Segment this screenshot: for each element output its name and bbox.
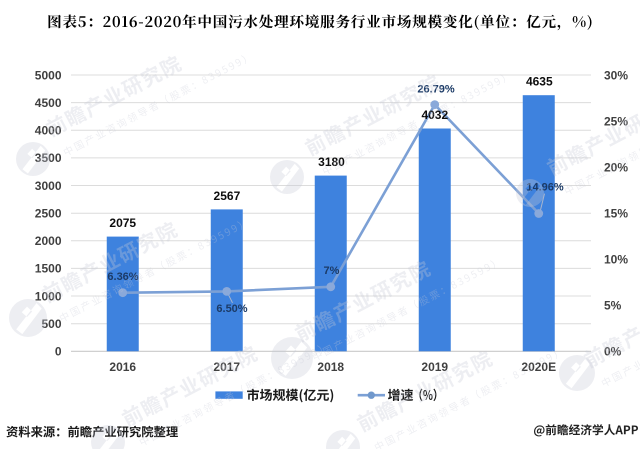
svg-text:2018: 2018 bbox=[317, 360, 344, 374]
svg-text:30%: 30% bbox=[604, 68, 628, 82]
svg-text:25%: 25% bbox=[604, 114, 628, 128]
svg-text:15%: 15% bbox=[604, 207, 628, 221]
svg-text:6.50%: 6.50% bbox=[216, 303, 247, 315]
svg-text:5%: 5% bbox=[604, 299, 622, 313]
svg-text:1500: 1500 bbox=[35, 262, 62, 276]
svg-text:14.96%: 14.96% bbox=[526, 181, 564, 193]
svg-text:3000: 3000 bbox=[35, 179, 62, 193]
svg-text:4635: 4635 bbox=[526, 75, 553, 89]
svg-text:5000: 5000 bbox=[35, 68, 62, 82]
svg-text:2020E: 2020E bbox=[521, 360, 556, 374]
svg-text:2500: 2500 bbox=[35, 207, 62, 221]
svg-text:7%: 7% bbox=[324, 265, 340, 277]
svg-text:2075: 2075 bbox=[109, 216, 136, 230]
svg-text:4032: 4032 bbox=[421, 108, 448, 122]
svg-text:2016: 2016 bbox=[109, 360, 136, 374]
svg-text:2567: 2567 bbox=[214, 189, 241, 203]
svg-text:2000: 2000 bbox=[35, 234, 62, 248]
svg-text:6.36%: 6.36% bbox=[107, 271, 138, 283]
svg-text:0: 0 bbox=[55, 345, 62, 359]
svg-text:4500: 4500 bbox=[35, 96, 62, 110]
svg-text:10%: 10% bbox=[604, 253, 628, 267]
svg-text:2019: 2019 bbox=[421, 360, 448, 374]
